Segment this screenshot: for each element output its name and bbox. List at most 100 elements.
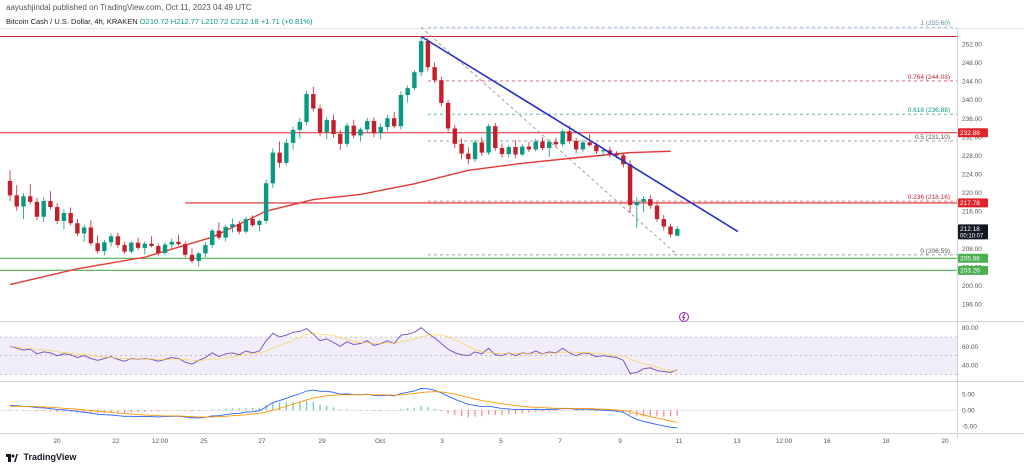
- tradingview-logo-icon: [6, 453, 18, 462]
- event-marker-icon: [679, 312, 689, 322]
- macd-histogram-bar: [440, 410, 442, 412]
- symbol-name: Bitcoin Cash / U.S. Dollar, 4h, KRAKEN: [6, 17, 138, 26]
- price-tag-box: [958, 128, 988, 138]
- macd-histogram-bar: [386, 410, 389, 411]
- candle-body: [48, 200, 53, 207]
- macd-histogram-bar: [589, 410, 591, 411]
- candle-body: [230, 224, 235, 227]
- time-tick-label: 25: [200, 438, 208, 445]
- candle-body: [526, 146, 532, 150]
- candle-body: [311, 94, 316, 109]
- price-tick-label: 252.00: [962, 41, 982, 48]
- price-tick-label: 196.00: [962, 302, 982, 309]
- candle-body: [600, 150, 606, 152]
- change-value: +1.71 (+0.81%): [260, 17, 313, 26]
- macd-signal-line: [10, 391, 678, 423]
- macd-histogram-bar: [319, 404, 321, 411]
- candle-body: [236, 224, 242, 232]
- macd-histogram-bar: [622, 410, 624, 412]
- macd-histogram-bar: [366, 409, 368, 411]
- time-tick-label: 16: [823, 438, 831, 445]
- macd-histogram-bar: [56, 410, 58, 413]
- candle-body: [432, 67, 437, 81]
- price-tick-label: 232.00: [962, 134, 982, 141]
- time-tick-label: 12:00: [152, 438, 169, 445]
- macd-histogram-bar: [16, 409, 18, 411]
- macd-histogram-bar: [312, 402, 314, 411]
- candle-body: [216, 230, 222, 238]
- candle-body: [533, 141, 538, 150]
- price-tick-label: 240.00: [962, 97, 982, 104]
- macd-histogram-bar: [225, 408, 227, 411]
- macd-line: [9, 387, 678, 429]
- candle-body: [486, 126, 491, 153]
- candle-body: [344, 125, 350, 144]
- open-value: O210.72: [139, 17, 169, 26]
- macd-histogram-bar: [676, 410, 678, 416]
- price-tick-label: 236.00: [962, 116, 982, 123]
- macd-histogram-bar: [656, 410, 658, 417]
- time-tick-label: 27: [258, 438, 266, 445]
- macd-histogram-bar: [602, 410, 604, 412]
- moving-average-line: [9, 150, 671, 286]
- candle-body: [142, 243, 147, 248]
- candle-body: [203, 245, 208, 254]
- macd-histogram-bar: [642, 410, 645, 417]
- candle-body: [115, 236, 121, 246]
- macd-histogram-bar: [265, 405, 267, 411]
- macd-histogram-bar: [245, 407, 247, 411]
- candle-body: [587, 142, 592, 146]
- candle-body: [560, 131, 565, 145]
- candle-body: [634, 201, 640, 206]
- rsi-band: [0, 337, 957, 375]
- candle-body: [513, 147, 518, 155]
- price-axis-border: [957, 28, 958, 438]
- macd-histogram-bar: [211, 409, 213, 411]
- macd-histogram-bar: [184, 410, 186, 411]
- candle-body: [540, 141, 545, 148]
- macd-histogram-bar: [292, 401, 294, 411]
- candle-body: [499, 147, 505, 155]
- candle-body: [290, 129, 296, 143]
- price-tick-label: 216.00: [962, 209, 982, 216]
- candle-body: [135, 242, 141, 248]
- macd-histogram-bar: [629, 410, 631, 415]
- candle-body: [61, 213, 67, 221]
- candle-body: [196, 253, 201, 261]
- time-tick-label: 22: [112, 438, 120, 445]
- price-tick-label: 228.00: [962, 153, 982, 160]
- macd-histogram-bar: [555, 410, 557, 412]
- candle-body: [108, 236, 114, 243]
- candle-body: [439, 80, 444, 103]
- macd-histogram-bar: [150, 410, 153, 412]
- candle-body: [668, 226, 673, 235]
- candle-body: [365, 121, 370, 130]
- macd-histogram-bar: [258, 407, 260, 411]
- macd-histogram-bar: [157, 410, 159, 412]
- macd-histogram-bar: [305, 401, 308, 411]
- price-tag-text: 205.86: [960, 256, 980, 263]
- macd-histogram-bar: [218, 409, 220, 411]
- candle-body: [621, 155, 626, 165]
- macd-histogram-bar: [36, 410, 38, 412]
- price-tick-label: 224.00: [962, 172, 982, 179]
- macd-histogram-bar: [171, 410, 173, 411]
- macd-histogram-bar: [467, 410, 469, 418]
- price-tick-label: 220.00: [962, 190, 982, 197]
- macd-histogram-bar: [663, 410, 665, 417]
- macd-histogram-bar: [474, 410, 476, 417]
- macd-histogram-bar: [204, 410, 207, 411]
- candle-body: [102, 242, 107, 252]
- macd-histogram-bar: [272, 402, 274, 411]
- candle-body: [210, 230, 215, 246]
- macd-histogram-bar: [359, 410, 362, 411]
- candle-body: [270, 152, 276, 184]
- time-tick-label: 12:00: [776, 438, 793, 445]
- macd-histogram-bar: [110, 410, 112, 413]
- macd-histogram-bar: [29, 410, 31, 411]
- top-border: [0, 28, 1024, 29]
- candle-body: [378, 127, 383, 134]
- candle-body: [418, 41, 424, 73]
- macd-histogram-bar: [575, 410, 577, 411]
